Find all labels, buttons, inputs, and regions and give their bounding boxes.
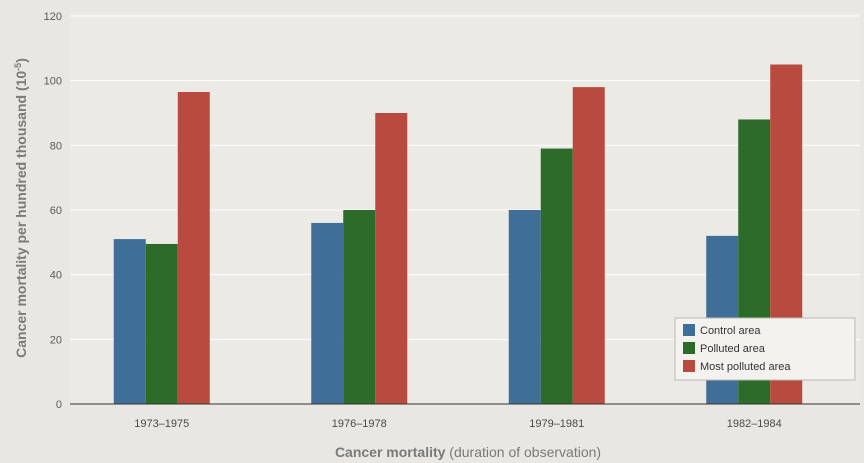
y-tick-label: 120: [44, 11, 62, 23]
y-axis-label: Cancer mortality per hundred thousand (1…: [13, 58, 29, 358]
legend-label-control: Control area: [700, 325, 761, 337]
bar: [145, 243, 178, 404]
y-tick-labels: 0 20 40 60 80 100 120: [44, 11, 62, 411]
legend-swatch-control: [683, 324, 695, 336]
y-tick-label: 80: [50, 140, 62, 152]
bar: [375, 113, 408, 404]
x-tick-label: 1982–1984: [727, 418, 782, 430]
legend-swatch-polluted: [683, 342, 695, 354]
legend-label-most-polluted: Most polluted area: [700, 361, 791, 373]
y-tick-label: 0: [56, 399, 62, 411]
x-tick-label: 1979–1981: [529, 418, 584, 430]
y-tick-label: 60: [50, 205, 62, 217]
x-tick-label: 1973–1975: [134, 418, 189, 430]
bar: [311, 222, 344, 404]
bar: [113, 239, 146, 404]
y-tick-label: 100: [44, 76, 62, 88]
legend: Control area Polluted area Most polluted…: [674, 317, 856, 381]
y-tick-label: 20: [50, 334, 62, 346]
legend-box: [674, 317, 856, 381]
x-axis-label: Cancer mortality (duration of observatio…: [335, 444, 601, 460]
bar: [508, 210, 541, 404]
bar: [540, 148, 573, 404]
bar: [572, 87, 605, 404]
x-tick-labels: 1973–1975 1976–1978 1979–1981 1982–1984: [134, 418, 782, 430]
x-tick-label: 1976–1978: [332, 418, 387, 430]
y-tick-label: 40: [50, 270, 62, 282]
legend-label-polluted: Polluted area: [700, 343, 766, 355]
bar: [343, 210, 376, 404]
bar: [177, 91, 210, 404]
legend-swatch-most-polluted: [683, 360, 695, 372]
